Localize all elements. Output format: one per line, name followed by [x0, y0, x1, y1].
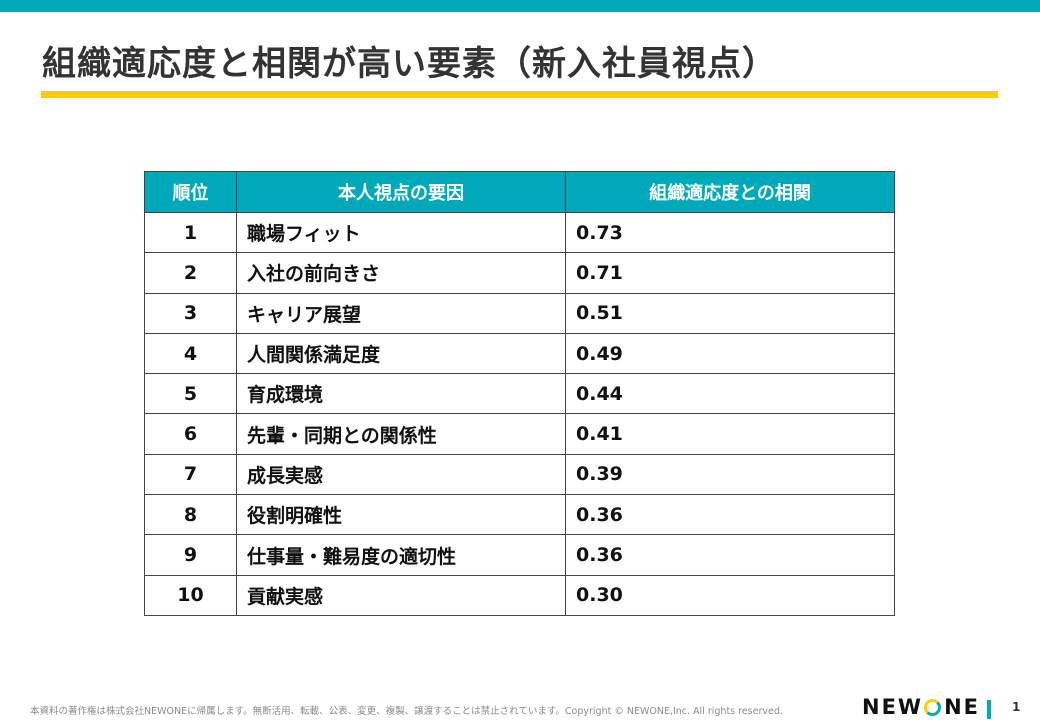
- correlation-cell: 0.49: [565, 332, 895, 375]
- column-header-rank: 順位: [144, 171, 237, 213]
- page-title: 組織適応度と相関が高い要素（新入社員視点）: [42, 44, 777, 84]
- table-row: 8 役割明確性 0.36: [144, 494, 895, 536]
- rank-cell: 5: [144, 373, 237, 415]
- factor-cell: 育成環境: [236, 373, 566, 415]
- table-header-row: 順位 本人視点の要因 組織適応度との相関: [144, 171, 895, 213]
- table-row: 7 成長実感 0.39: [144, 453, 895, 496]
- title-underline: [41, 91, 998, 98]
- factor-cell: 職場フィット: [236, 211, 566, 254]
- logo-text-new: NEW: [862, 695, 924, 719]
- column-header-correlation: 組織適応度との相関: [565, 171, 895, 213]
- rank-cell: 1: [144, 211, 237, 254]
- column-header-factor: 本人視点の要因: [236, 171, 566, 213]
- correlation-cell: 0.39: [565, 453, 895, 496]
- factor-cell: 先輩・同期との関係性: [236, 413, 566, 455]
- page-number: 1: [1012, 700, 1021, 714]
- factor-cell: 仕事量・難易度の適切性: [236, 534, 566, 576]
- logo-ring-icon: [924, 698, 942, 716]
- copyright-notice: 本資料の著作権は株式会社NEWONEに帰属します。無断活用、転載、公表、変更、複…: [30, 706, 783, 717]
- correlation-cell: 0.30: [565, 574, 895, 616]
- correlation-cell: 0.36: [565, 534, 895, 576]
- rank-cell: 2: [144, 252, 237, 294]
- factor-cell: 成長実感: [236, 453, 566, 496]
- rank-cell: 7: [144, 453, 237, 496]
- table-row: 10 貢献実感 0.30: [144, 574, 895, 616]
- factor-cell: キャリア展望: [236, 292, 566, 334]
- rank-cell: 10: [144, 574, 237, 616]
- correlation-table: 順位 本人視点の要因 組織適応度との相関 1 職場フィット 0.73 2 入社の…: [144, 171, 895, 616]
- table-row: 1 職場フィット 0.73: [144, 211, 895, 254]
- table-row: 3 キャリア展望 0.51: [144, 292, 895, 334]
- correlation-cell: 0.36: [565, 494, 895, 536]
- correlation-cell: 0.71: [565, 252, 895, 294]
- table-row: 5 育成環境 0.44: [144, 373, 895, 415]
- table-row: 2 入社の前向きさ 0.71: [144, 252, 895, 294]
- table-row: 9 仕事量・難易度の適切性 0.36: [144, 534, 895, 576]
- table-row: 6 先輩・同期との関係性 0.41: [144, 413, 895, 455]
- newone-logo: NEW NE: [862, 695, 980, 719]
- factor-cell: 入社の前向きさ: [236, 252, 566, 294]
- rank-cell: 4: [144, 332, 237, 375]
- factor-cell: 貢献実感: [236, 574, 566, 616]
- correlation-cell: 0.44: [565, 373, 895, 415]
- logo-divider: [987, 700, 991, 719]
- correlation-cell: 0.73: [565, 211, 895, 254]
- factor-cell: 役割明確性: [236, 494, 566, 536]
- factor-cell: 人間関係満足度: [236, 332, 566, 375]
- rank-cell: 9: [144, 534, 237, 576]
- correlation-cell: 0.41: [565, 413, 895, 455]
- top-accent-bar: [0, 0, 1040, 12]
- rank-cell: 3: [144, 292, 237, 334]
- logo-text-ne: NE: [944, 695, 981, 719]
- rank-cell: 8: [144, 494, 237, 536]
- rank-cell: 6: [144, 413, 237, 455]
- table-row: 4 人間関係満足度 0.49: [144, 332, 895, 375]
- correlation-cell: 0.51: [565, 292, 895, 334]
